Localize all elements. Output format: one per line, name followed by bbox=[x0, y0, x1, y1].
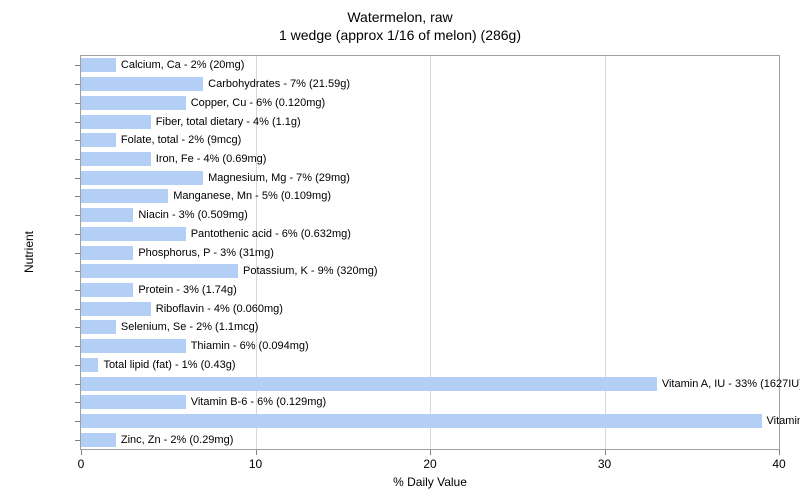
bar bbox=[81, 208, 133, 222]
bar-label: Manganese, Mn - 5% (0.109mg) bbox=[173, 189, 331, 203]
x-tick bbox=[605, 450, 606, 455]
bar bbox=[81, 115, 151, 129]
bar-label: Calcium, Ca - 2% (20mg) bbox=[121, 58, 244, 72]
bar-label: Vitamin A, IU - 33% (1627IU) bbox=[662, 377, 800, 391]
bar-label: Fiber, total dietary - 4% (1.1g) bbox=[156, 115, 301, 129]
bar bbox=[81, 96, 186, 110]
y-tick bbox=[75, 365, 80, 366]
bar-label: Zinc, Zn - 2% (0.29mg) bbox=[121, 433, 233, 447]
y-tick bbox=[75, 178, 80, 179]
y-tick bbox=[75, 84, 80, 85]
y-tick bbox=[75, 440, 80, 441]
x-tick bbox=[81, 450, 82, 455]
bar-label: Protein - 3% (1.74g) bbox=[138, 283, 236, 297]
bar bbox=[81, 264, 238, 278]
bar bbox=[81, 395, 186, 409]
y-tick bbox=[75, 327, 80, 328]
bar bbox=[81, 246, 133, 260]
bar bbox=[81, 189, 168, 203]
bar bbox=[81, 171, 203, 185]
bar-label: Vitamin C, total ascorbic acid - 39% (23… bbox=[767, 414, 800, 428]
bar bbox=[81, 339, 186, 353]
y-tick bbox=[75, 402, 80, 403]
bar-label: Copper, Cu - 6% (0.120mg) bbox=[191, 96, 326, 110]
x-tick-label: 40 bbox=[772, 457, 785, 471]
y-tick bbox=[75, 309, 80, 310]
y-tick bbox=[75, 196, 80, 197]
bar-label: Potassium, K - 9% (320mg) bbox=[243, 264, 378, 278]
x-tick bbox=[256, 450, 257, 455]
x-tick bbox=[430, 450, 431, 455]
bar bbox=[81, 77, 203, 91]
bar bbox=[81, 58, 116, 72]
x-tick-label: 30 bbox=[598, 457, 611, 471]
bar bbox=[81, 433, 116, 447]
bar bbox=[81, 152, 151, 166]
chart-title-block: Watermelon, raw 1 wedge (approx 1/16 of … bbox=[0, 8, 800, 44]
bar bbox=[81, 302, 151, 316]
bar-label: Phosphorus, P - 3% (31mg) bbox=[138, 246, 274, 260]
x-tick-label: 20 bbox=[423, 457, 436, 471]
bar-label: Vitamin B-6 - 6% (0.129mg) bbox=[191, 395, 327, 409]
bar-label: Magnesium, Mg - 7% (29mg) bbox=[208, 171, 350, 185]
y-tick bbox=[75, 159, 80, 160]
bar-label: Selenium, Se - 2% (1.1mcg) bbox=[121, 320, 259, 334]
plot-area: 010203040% Daily ValueCalcium, Ca - 2% (… bbox=[80, 55, 780, 450]
y-tick bbox=[75, 234, 80, 235]
x-axis-label: % Daily Value bbox=[393, 475, 467, 489]
bar bbox=[81, 320, 116, 334]
y-axis-label: Nutrient bbox=[22, 231, 36, 273]
bar-label: Pantothenic acid - 6% (0.632mg) bbox=[191, 227, 351, 241]
y-tick bbox=[75, 122, 80, 123]
y-tick bbox=[75, 140, 80, 141]
bar bbox=[81, 133, 116, 147]
nutrient-chart: Watermelon, raw 1 wedge (approx 1/16 of … bbox=[0, 0, 800, 500]
y-tick bbox=[75, 271, 80, 272]
bar-label: Total lipid (fat) - 1% (0.43g) bbox=[103, 358, 235, 372]
x-tick-label: 10 bbox=[249, 457, 262, 471]
y-tick bbox=[75, 346, 80, 347]
y-tick bbox=[75, 384, 80, 385]
bar-label: Niacin - 3% (0.509mg) bbox=[138, 208, 247, 222]
bar-label: Folate, total - 2% (9mcg) bbox=[121, 133, 241, 147]
bar-label: Riboflavin - 4% (0.060mg) bbox=[156, 302, 283, 316]
chart-title-line1: Watermelon, raw bbox=[0, 8, 800, 26]
bar bbox=[81, 227, 186, 241]
x-tick bbox=[779, 450, 780, 455]
bar bbox=[81, 414, 762, 428]
y-tick bbox=[75, 215, 80, 216]
bar-label: Thiamin - 6% (0.094mg) bbox=[191, 339, 309, 353]
chart-title-line2: 1 wedge (approx 1/16 of melon) (286g) bbox=[0, 26, 800, 44]
y-tick bbox=[75, 65, 80, 66]
bar bbox=[81, 377, 657, 391]
y-tick bbox=[75, 290, 80, 291]
bar bbox=[81, 358, 98, 372]
y-tick bbox=[75, 103, 80, 104]
bar bbox=[81, 283, 133, 297]
bar-label: Carbohydrates - 7% (21.59g) bbox=[208, 77, 350, 91]
y-tick bbox=[75, 253, 80, 254]
bar-label: Iron, Fe - 4% (0.69mg) bbox=[156, 152, 267, 166]
y-tick bbox=[75, 421, 80, 422]
x-tick-label: 0 bbox=[78, 457, 85, 471]
